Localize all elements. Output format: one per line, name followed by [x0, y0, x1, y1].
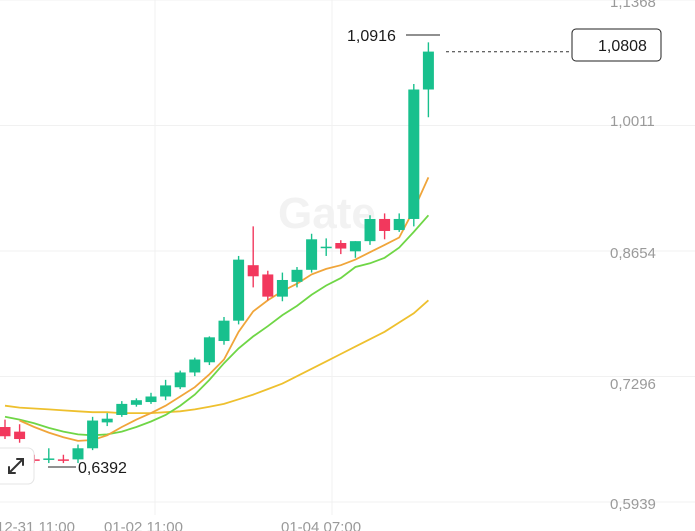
candle-body — [422, 51, 434, 90]
candle-body — [130, 400, 142, 405]
candle-down — [262, 270, 274, 301]
candle-body — [87, 420, 99, 449]
price-tick-label: 1,0011 — [610, 113, 655, 130]
price-tick-label: 1,1368 — [610, 0, 656, 11]
expand-arrows-icon[interactable] — [8, 458, 24, 474]
watermark-logo: Gate — [278, 189, 376, 238]
candle-up — [349, 241, 361, 258]
candle-up — [218, 316, 230, 345]
candle-body — [291, 269, 303, 282]
candle-up — [189, 357, 201, 377]
time-tick-label: 01-04 07:00 — [281, 519, 361, 531]
grid-lines — [0, 0, 695, 515]
candle-body — [233, 259, 245, 321]
candle-body — [0, 427, 11, 437]
candle-body — [320, 246, 332, 249]
candle-up — [408, 83, 420, 227]
candle-body — [335, 243, 347, 249]
candle-up — [203, 336, 215, 366]
candle-down — [14, 424, 26, 443]
candle-body — [174, 372, 186, 388]
candle-body — [189, 359, 201, 373]
candle-body — [408, 89, 420, 219]
candle-body — [379, 218, 391, 231]
candle-up — [116, 401, 128, 417]
candle-up — [174, 370, 186, 390]
candle-up — [160, 379, 172, 401]
candle-up — [101, 413, 113, 427]
candle-up — [43, 448, 55, 464]
candle-up — [276, 272, 288, 302]
low-marker: 0,6392 — [48, 460, 127, 477]
ma-slow-line — [4, 299, 429, 415]
price-axis: 1,1368 1,0011 0,8654 0,7296 0,5939 — [610, 0, 656, 513]
candle-up — [306, 233, 318, 273]
candle-body — [262, 274, 274, 297]
candle-body — [393, 218, 405, 231]
candle-down — [0, 419, 11, 440]
candle-up — [72, 444, 84, 464]
candle-body — [160, 385, 172, 397]
candles — [0, 42, 434, 464]
candle-body — [145, 396, 157, 403]
candle-body — [43, 458, 55, 460]
high-marker: 1,0916 — [347, 28, 440, 45]
candle-up — [364, 215, 376, 245]
candle-body — [218, 320, 230, 342]
time-tick-label: 12-31 11:00 — [0, 519, 75, 531]
candle-down — [379, 213, 391, 240]
price-tick-label: 0,7296 — [610, 376, 656, 393]
candle-down — [57, 454, 69, 464]
last-price-box — [571, 28, 662, 62]
candle-up — [145, 392, 157, 404]
candle-body — [364, 218, 376, 242]
last-price-label: 1,0808 — [598, 38, 647, 55]
candle-down — [247, 226, 259, 288]
time-axis: 12-31 11:00 01-02 11:00 01-04 07:00 — [0, 519, 361, 531]
candle-body — [101, 418, 113, 423]
low-price-label: 0,6392 — [78, 460, 127, 477]
candle-body — [306, 239, 318, 270]
candle-body — [276, 279, 288, 297]
candle-body — [247, 265, 259, 277]
candle-body — [72, 448, 84, 460]
candle-body — [14, 431, 26, 440]
candle-down — [335, 240, 347, 255]
candle-up — [422, 42, 434, 118]
high-price-label: 1,0916 — [347, 28, 396, 45]
time-tick-label: 01-02 11:00 — [104, 519, 183, 531]
candle-up — [130, 398, 142, 407]
candle-up — [393, 213, 405, 232]
ma-mid-line — [4, 214, 430, 437]
expand-button[interactable] — [0, 447, 35, 485]
candle-up — [233, 255, 245, 325]
last-price-marker: 1,0808 — [446, 28, 662, 62]
candle-up — [320, 238, 332, 256]
candle-body — [57, 459, 69, 461]
price-tick-label: 0,8654 — [610, 245, 656, 262]
candle-body — [203, 337, 215, 363]
candle-body — [116, 403, 128, 415]
candle-up — [291, 267, 303, 288]
candle-up — [87, 416, 99, 451]
candle-body — [349, 241, 361, 252]
price-tick-label: 0,5939 — [610, 496, 656, 513]
